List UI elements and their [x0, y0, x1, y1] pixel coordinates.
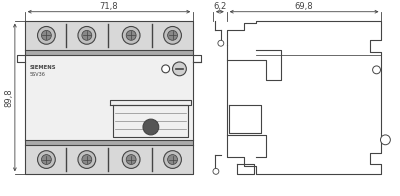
Circle shape: [42, 30, 51, 40]
Circle shape: [38, 151, 55, 168]
Circle shape: [126, 155, 136, 164]
Circle shape: [42, 155, 51, 164]
Bar: [25, 21, 193, 50]
Bar: [25, 55, 193, 140]
Text: 71,8: 71,8: [100, 2, 118, 11]
Circle shape: [122, 26, 140, 44]
Text: 69,8: 69,8: [295, 2, 314, 11]
Circle shape: [218, 40, 224, 46]
Circle shape: [164, 151, 182, 168]
Circle shape: [126, 30, 136, 40]
Circle shape: [373, 66, 380, 74]
Text: SIEMENS: SIEMENS: [30, 65, 56, 70]
Circle shape: [82, 30, 92, 40]
Circle shape: [162, 65, 170, 73]
Text: 6,2: 6,2: [213, 2, 226, 11]
Circle shape: [213, 168, 219, 174]
Circle shape: [172, 62, 186, 76]
Text: 5SV36: 5SV36: [30, 72, 46, 77]
Circle shape: [164, 26, 182, 44]
Bar: [25, 50, 193, 55]
Circle shape: [168, 30, 178, 40]
Circle shape: [122, 151, 140, 168]
Circle shape: [380, 135, 390, 145]
Circle shape: [82, 155, 92, 164]
Circle shape: [78, 26, 96, 44]
Bar: [25, 145, 193, 174]
Circle shape: [143, 119, 159, 135]
Circle shape: [38, 26, 55, 44]
Circle shape: [78, 151, 96, 168]
Text: 89,8: 89,8: [4, 88, 13, 107]
Circle shape: [168, 155, 178, 164]
Bar: [25, 140, 193, 145]
